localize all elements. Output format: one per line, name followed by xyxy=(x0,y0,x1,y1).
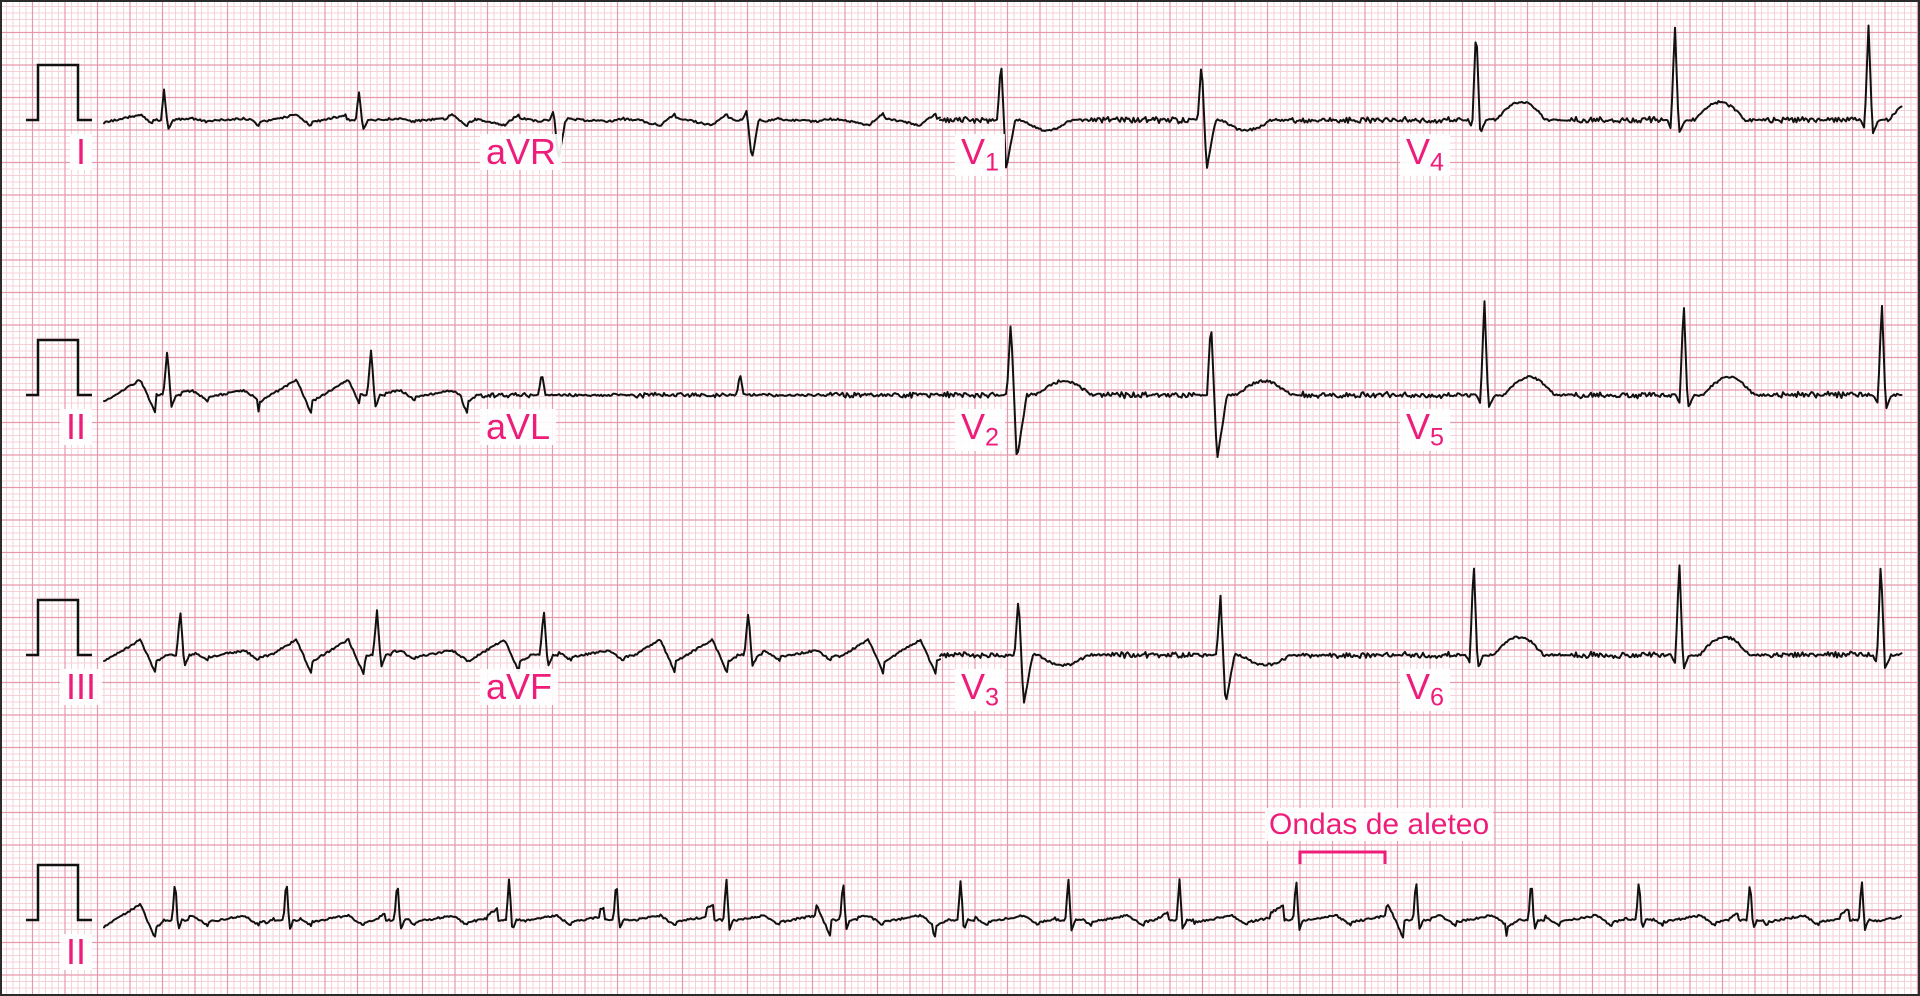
lead-label-sub: 6 xyxy=(1430,683,1444,711)
lead-label-aVL: aVL xyxy=(480,409,556,445)
lead-label-aVF: aVF xyxy=(480,669,558,705)
lead-label-I: I xyxy=(70,134,92,170)
lead-label-main: aVL xyxy=(486,406,550,447)
ecg-trace-III xyxy=(104,610,475,674)
lead-label-V2: V2 xyxy=(955,409,1005,451)
lead-label-main: III xyxy=(66,666,96,707)
lead-label-sub: 2 xyxy=(985,423,999,451)
ecg-figure: IaVRV1V4IIaVLV2V5IIIaVFV3V6IIOndas de al… xyxy=(0,0,1920,996)
lead-label-main: aVR xyxy=(486,131,556,172)
lead-label-main: V xyxy=(961,406,985,447)
ecg-trace-V5 xyxy=(1405,301,1902,408)
lead-label-V3: V3 xyxy=(955,669,1005,711)
lead-label-main: II xyxy=(66,931,86,972)
lead-label-sub: 3 xyxy=(985,683,999,711)
lead-label-III: III xyxy=(60,669,102,705)
lead-label-IIr: II xyxy=(60,934,92,970)
lead-label-main: V xyxy=(1406,131,1430,172)
lead-label-main: II xyxy=(66,406,86,447)
annotation-flutter-waves: Ondas de aleteo xyxy=(1265,808,1493,841)
lead-label-sub: 5 xyxy=(1430,423,1444,451)
ecg-trace-I xyxy=(104,90,475,129)
ecg-trace-V2 xyxy=(940,327,1405,458)
ecg-trace-V3 xyxy=(940,596,1405,703)
lead-label-V6: V6 xyxy=(1400,669,1450,711)
lead-label-sub: 1 xyxy=(985,148,999,176)
lead-label-main: aVF xyxy=(486,666,552,707)
lead-label-sub: 4 xyxy=(1430,148,1444,176)
lead-label-main: V xyxy=(1406,666,1430,707)
lead-label-main: I xyxy=(76,131,86,172)
lead-label-main: V xyxy=(961,131,985,172)
ecg-trace-V6 xyxy=(1405,565,1902,668)
lead-label-II: II xyxy=(60,409,92,445)
ecg-trace-V1 xyxy=(940,69,1405,168)
ecg-row xyxy=(26,865,1901,938)
ecg-trace-aVL xyxy=(475,376,940,398)
lead-label-aVR: aVR xyxy=(480,134,562,170)
lead-label-V1: V1 xyxy=(955,134,1005,176)
lead-label-V5: V5 xyxy=(1400,409,1450,451)
lead-label-main: V xyxy=(1406,406,1430,447)
lead-label-V4: V4 xyxy=(1400,134,1450,176)
lead-label-main: V xyxy=(961,666,985,707)
